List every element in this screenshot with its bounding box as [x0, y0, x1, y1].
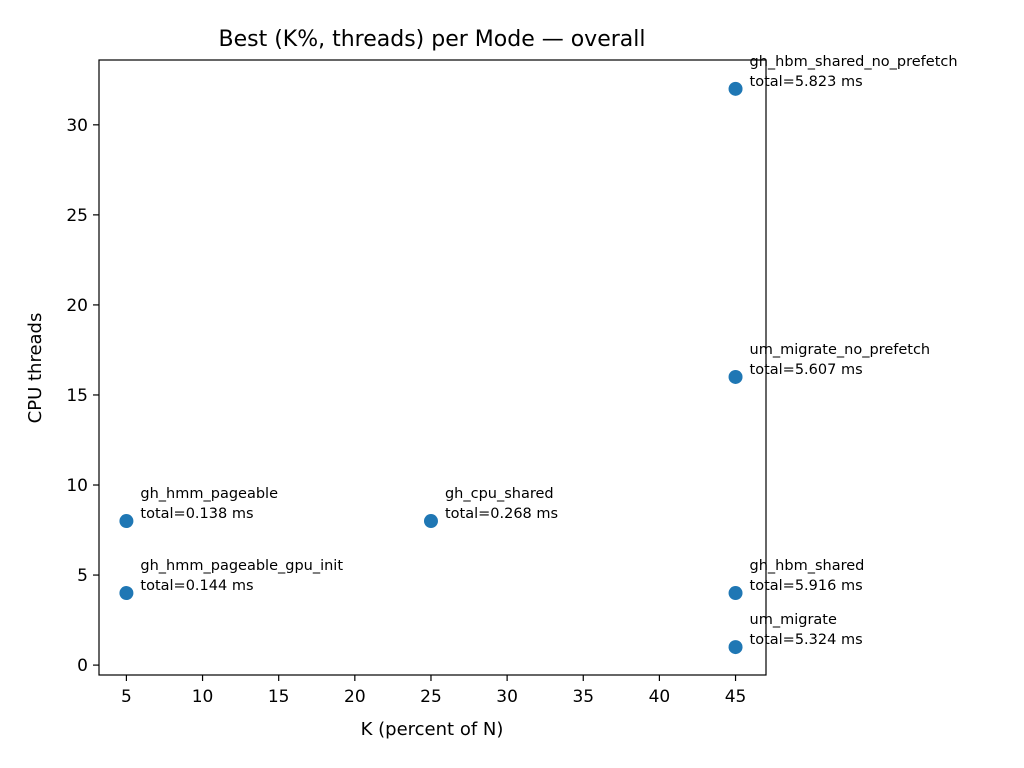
x-tick-label: 30: [496, 687, 518, 707]
point-label: um_migrate_no_prefetch: [750, 342, 931, 358]
y-tick-label: 0: [77, 656, 88, 676]
x-tick-label: 10: [192, 687, 214, 707]
point-label: gh_hbm_shared: [750, 558, 865, 574]
point-label: um_migrate: [750, 612, 837, 628]
point-total: total=5.823 ms: [750, 74, 863, 90]
y-tick-label: 25: [66, 206, 88, 226]
x-tick-label: 25: [420, 687, 442, 707]
x-tick-label: 20: [344, 687, 366, 707]
data-point: [119, 514, 134, 529]
x-tick-label: 15: [268, 687, 290, 707]
point-label: gh_hmm_pageable_gpu_init: [140, 558, 343, 574]
point-label: gh_hmm_pageable: [140, 486, 278, 502]
point-total: total=5.916 ms: [750, 578, 863, 594]
y-axis-label: CPU threads: [25, 313, 46, 424]
data-point: [728, 81, 743, 96]
point-total: total=0.144 ms: [140, 578, 253, 594]
point-total: total=5.324 ms: [750, 632, 863, 648]
point-label: gh_hbm_shared_no_prefetch: [750, 54, 958, 70]
y-tick-label: 30: [66, 116, 88, 136]
y-tick-label: 10: [66, 476, 88, 496]
chart-title: Best (K%, threads) per Mode — overall: [219, 27, 646, 52]
point-total: total=0.138 ms: [140, 506, 253, 522]
x-tick-label: 5: [121, 687, 132, 707]
data-points: [119, 81, 743, 655]
x-axis: 5 10 15 20 25 30 35 40 45: [121, 675, 746, 707]
point-total: total=5.607 ms: [750, 362, 863, 378]
y-axis: 0 5 10 15 20 25 30: [66, 116, 99, 676]
y-tick-label: 15: [66, 386, 88, 406]
x-tick-label: 45: [725, 687, 747, 707]
data-point: [728, 586, 743, 601]
data-point: [728, 369, 743, 384]
point-total: total=0.268 ms: [445, 506, 558, 522]
point-label: gh_cpu_shared: [445, 486, 554, 502]
x-tick-label: 40: [649, 687, 671, 707]
x-axis-label: K (percent of N): [361, 719, 504, 740]
data-point: [119, 586, 134, 601]
data-point: [423, 514, 438, 529]
x-tick-label: 35: [572, 687, 594, 707]
y-tick-label: 20: [66, 296, 88, 316]
point-annotations: gh_hmm_pageable total=0.138 ms gh_hmm_page…: [140, 54, 957, 648]
y-tick-label: 5: [77, 566, 88, 586]
data-point: [728, 640, 743, 655]
plot-frame: [98, 59, 767, 676]
